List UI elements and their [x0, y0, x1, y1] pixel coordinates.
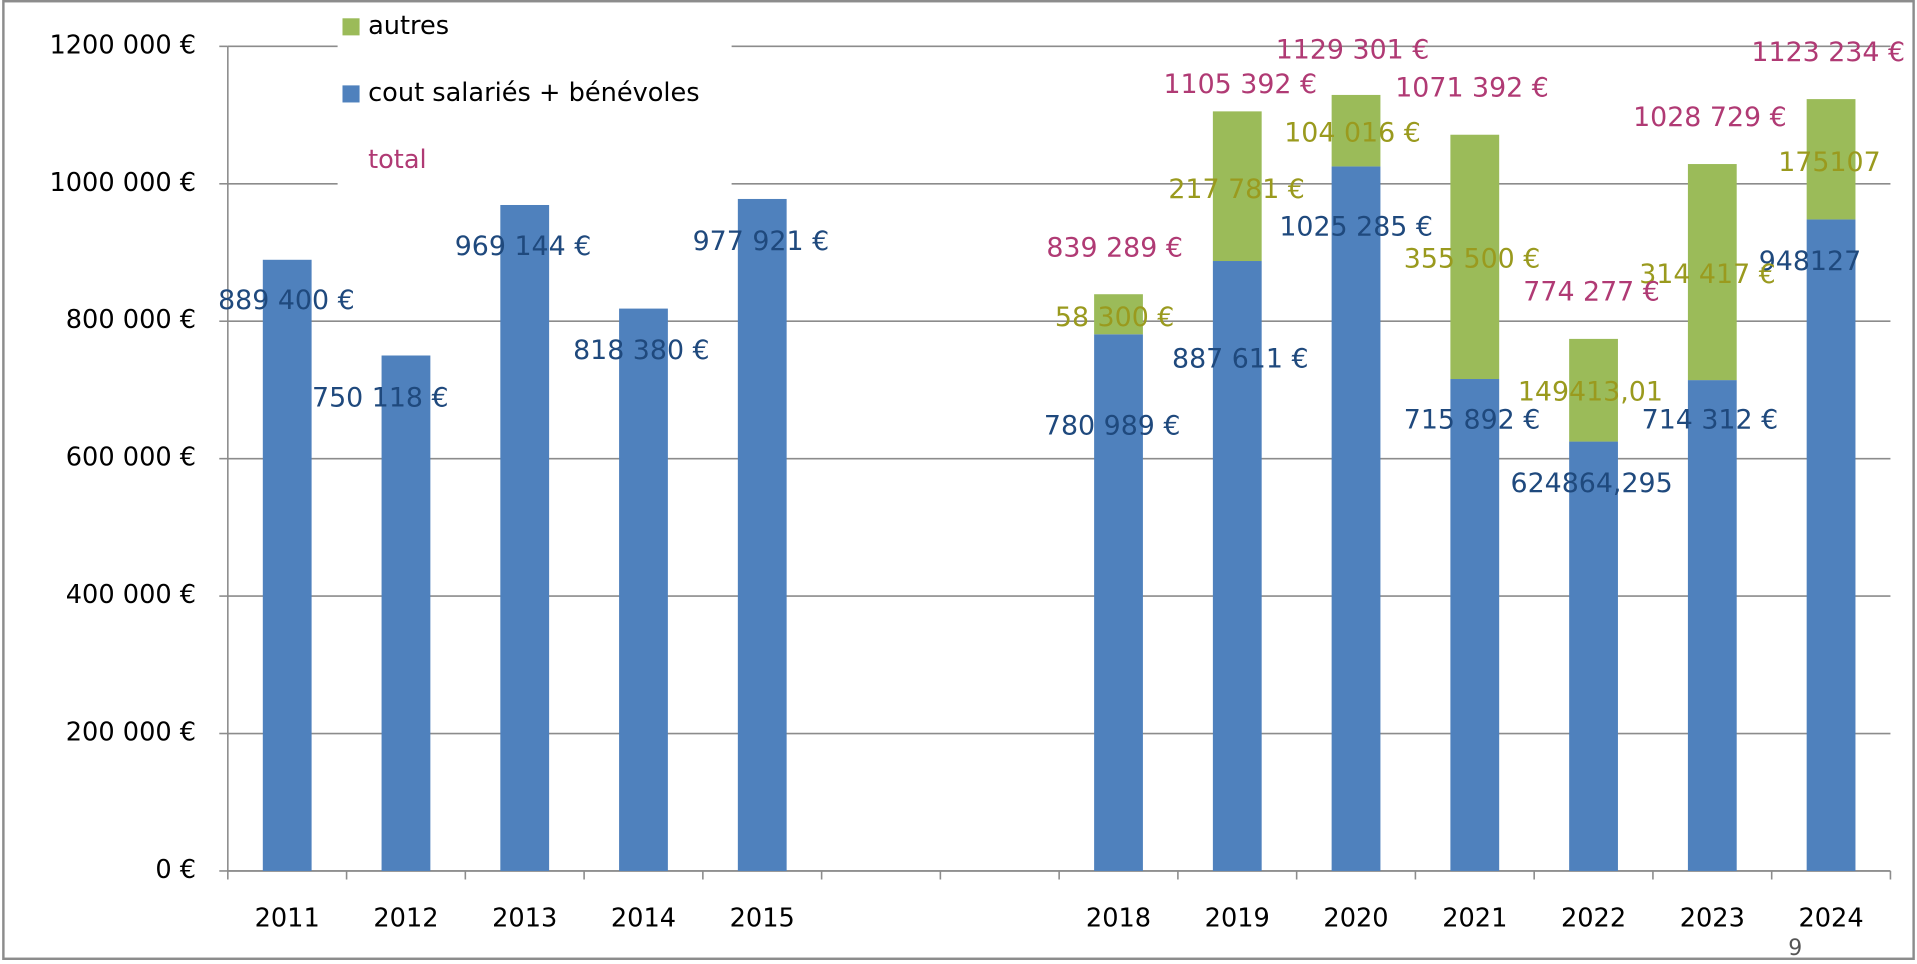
data-label: 1071 392 €: [1395, 73, 1549, 104]
page-number: 9: [1788, 936, 1802, 960]
data-label: 149413,01: [1518, 376, 1663, 407]
legend-swatch: [342, 85, 360, 103]
data-label: 714 312 €: [1642, 404, 1779, 435]
x-tick-label: 2011: [255, 904, 320, 934]
data-label: 948127: [1759, 246, 1861, 277]
data-label: 355 500 €: [1404, 243, 1541, 274]
x-tick-label: 2020: [1323, 904, 1388, 934]
data-label: 175107: [1778, 147, 1880, 178]
y-tick-label: 1200 000 €: [49, 30, 196, 60]
bar-segment: [1450, 379, 1500, 871]
bar-segment: [262, 259, 312, 871]
bar-segment: [1687, 380, 1737, 871]
data-label: 217 781 €: [1168, 174, 1305, 205]
data-label: 1123 234 €: [1751, 37, 1905, 68]
data-label: 1028 729 €: [1633, 102, 1787, 133]
x-tick-label: 2013: [492, 904, 557, 934]
data-label: 104 016 €: [1284, 118, 1421, 149]
legend-label: autres: [368, 11, 449, 41]
data-label: 1129 301 €: [1276, 35, 1430, 66]
x-tick-label: 2015: [730, 904, 795, 934]
x-tick-label: 2024: [1798, 904, 1863, 934]
bar-segment: [1569, 441, 1618, 871]
x-tick-label: 2022: [1561, 904, 1626, 934]
bar-segment: [1094, 334, 1143, 871]
data-label: 889 400 €: [218, 285, 355, 316]
x-tick-label: 2021: [1442, 904, 1507, 934]
bar-segment: [619, 308, 668, 871]
legend-label: cout salariés + bénévoles: [368, 78, 700, 108]
bar-segment: [1212, 261, 1262, 871]
data-label: 1025 285 €: [1279, 212, 1433, 243]
x-tick-label: 2019: [1205, 904, 1270, 934]
data-label: 624864,295: [1511, 468, 1673, 499]
y-tick-label: 0 €: [155, 855, 196, 885]
bar-segment: [1806, 99, 1856, 220]
data-label: 887 611 €: [1172, 343, 1309, 374]
data-label: 774 277 €: [1523, 276, 1660, 307]
bar-segment: [500, 204, 550, 871]
x-tick-label: 2018: [1086, 904, 1151, 934]
data-label: 818 380 €: [573, 335, 710, 366]
bar-segment: [1212, 111, 1262, 262]
legend-label: total: [368, 145, 427, 175]
y-tick-label: 400 000 €: [66, 580, 196, 610]
bar-segment: [1806, 219, 1856, 871]
bar-segment: [1331, 94, 1381, 167]
legend-box: [337, 4, 732, 186]
bar-segment: [737, 198, 787, 871]
bar-segment: [1094, 294, 1143, 335]
data-label: 1105 392 €: [1163, 69, 1317, 100]
data-label: 314 417 €: [1639, 259, 1776, 290]
bar-segment: [1450, 134, 1500, 380]
data-label: 715 892 €: [1404, 404, 1541, 435]
data-label: 58 300 €: [1055, 302, 1174, 333]
x-tick-label: 2012: [373, 904, 438, 934]
legend-swatch: [342, 18, 360, 36]
data-label: 969 144 €: [455, 231, 592, 262]
x-tick-label: 2023: [1680, 904, 1745, 934]
data-label: 750 118 €: [312, 382, 449, 413]
bar-segment: [1687, 164, 1737, 381]
x-tick-label: 2014: [611, 904, 676, 934]
y-tick-label: 800 000 €: [66, 305, 196, 335]
y-tick-label: 1000 000 €: [49, 168, 196, 198]
bar-segment: [381, 355, 431, 871]
y-tick-label: 600 000 €: [66, 443, 196, 473]
data-label: 780 989 €: [1044, 410, 1181, 441]
y-tick-label: 200 000 €: [66, 718, 196, 748]
data-label: 977 921 €: [693, 226, 830, 257]
bar-segment: [1331, 166, 1381, 871]
bar-segment: [1569, 338, 1618, 442]
data-label: 839 289 €: [1046, 232, 1183, 263]
